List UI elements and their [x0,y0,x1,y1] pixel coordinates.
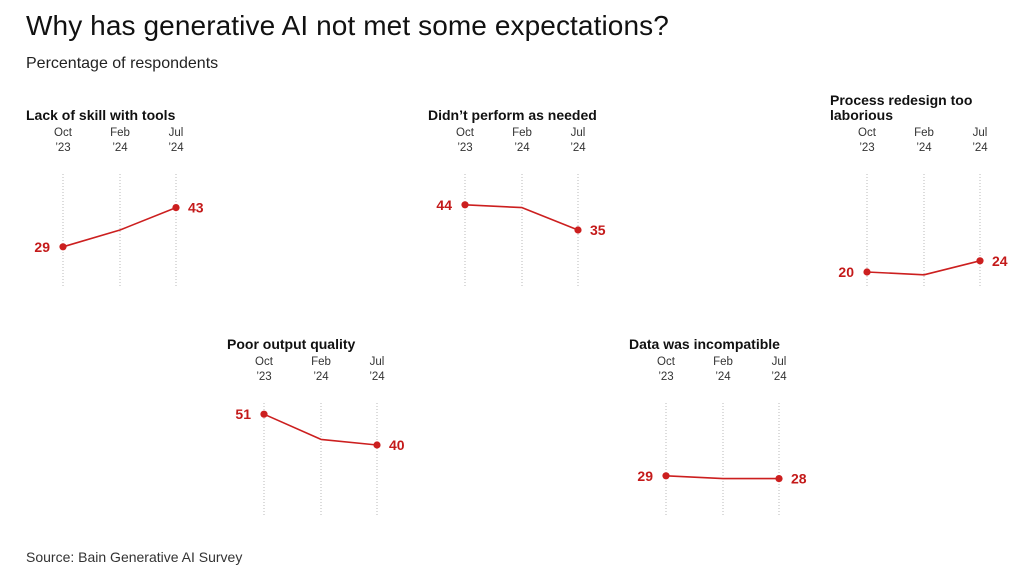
x-tick-label: Feb ’24 [512,127,532,154]
panel-didnt-perform: Didn’t perform as needed Oct ’23 Feb ’24 Jul… [428,108,648,308]
x-tick-label: Feb ’24 [110,127,130,154]
panel-process-redesign: Process redesign too laborious Oct ’23 Feb… [830,93,1024,293]
series-line [866,260,981,276]
panel-title: Poor output quality [227,336,356,352]
data-label: 29 [637,468,653,484]
panel-data-incompatible: Data was incompatible Oct ’23 Feb ’24 Jul ’24… [629,337,849,537]
series-line [464,204,579,231]
x-tick-label: Jul ’24 [168,127,184,154]
data-point [863,268,871,276]
x-tick-label: Feb ’24 [914,127,934,154]
panel-title: Data was incompatible [629,336,780,352]
data-label: 29 [34,239,50,255]
data-point [373,441,381,449]
line-chart: Oct ’23 Feb ’24 Jul ’24 51 40 [235,356,405,515]
line-chart: Oct ’23 Feb ’24 Jul ’24 44 35 [436,127,606,286]
x-tick-label: Jul ’24 [369,356,385,383]
x-tick-label: Oct ’23 [657,356,676,383]
data-point [461,201,469,209]
x-tick-label: Jul ’24 [570,127,586,154]
data-point [260,410,268,418]
source-note: Source: Bain Generative AI Survey [26,549,243,565]
panel-title: Didn’t perform as needed [428,107,597,123]
data-point [172,204,180,212]
data-point [662,472,670,480]
data-point [775,475,783,483]
data-label: 20 [838,264,854,280]
data-label: 24 [992,253,1008,269]
panel-title: Lack of skill with tools [26,107,176,123]
data-point [59,243,67,251]
panel-title: Process redesign too laborious [830,92,973,123]
data-label: 35 [590,222,606,238]
data-label: 28 [791,471,807,487]
x-tick-label: Jul ’24 [771,356,787,383]
chart-title: Why has generative AI not met some expec… [26,10,669,41]
data-point [574,226,582,234]
x-tick-label: Oct ’23 [858,127,877,154]
line-chart: Oct ’23 Feb ’24 Jul ’24 29 43 [34,127,204,286]
series-line [665,475,779,480]
x-tick-label: Oct ’23 [255,356,274,383]
panel-poor-output: Poor output quality Oct ’23 Feb ’24 Jul ’24 51… [227,337,447,537]
series-line [263,413,378,446]
x-tick-label: Feb ’24 [713,356,733,383]
series-line [62,206,177,248]
x-tick-label: Oct ’23 [456,127,475,154]
data-label: 51 [235,406,251,422]
data-point [976,257,984,265]
line-chart: Oct ’23 Feb ’24 Jul ’24 20 24 [838,127,1008,286]
chart-subtitle: Percentage of respondents [26,55,219,72]
panel-lack-of-skill: Lack of skill with tools Oct ’23 Feb ’24 Jul… [26,108,246,308]
data-label: 40 [389,437,405,453]
x-tick-label: Jul ’24 [972,127,988,154]
x-tick-label: Oct ’23 [54,127,73,154]
x-tick-label: Feb ’24 [311,356,331,383]
line-chart: Oct ’23 Feb ’24 Jul ’24 29 28 [637,356,807,515]
data-label: 43 [188,200,204,216]
data-label: 44 [436,197,452,213]
